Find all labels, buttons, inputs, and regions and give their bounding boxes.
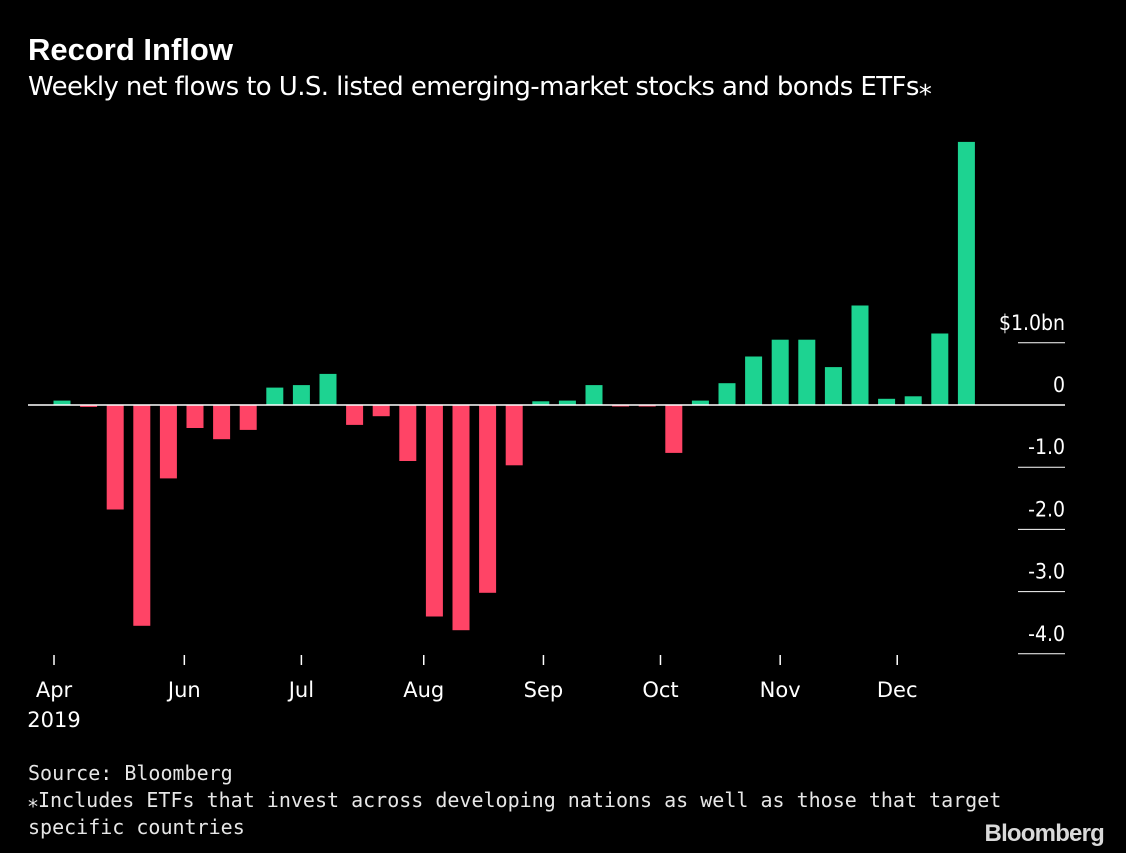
bar-0 [53, 400, 71, 405]
bar-15 [452, 405, 470, 631]
x-tick-label-3: Aug [403, 678, 444, 702]
x-tick-label-5: Oct [642, 678, 678, 702]
x-tick-sublabel-0: 2019 [27, 708, 80, 732]
footnote-line-2: specific countries [28, 815, 245, 839]
bar-20 [585, 385, 603, 405]
bar-32 [904, 396, 922, 405]
chart-footer: Source: Bloomberg ⁎Includes ETFs that in… [28, 760, 1001, 841]
bar-27 [771, 339, 789, 405]
bar-13 [399, 405, 417, 461]
bar-19 [558, 400, 576, 405]
bar-5 [186, 405, 204, 428]
bar-30 [851, 305, 869, 405]
bloomberg-logo: Bloomberg [984, 820, 1105, 847]
bar-4 [159, 405, 177, 479]
bar-2 [106, 405, 124, 510]
bar-3 [133, 405, 151, 626]
bar-29 [824, 367, 842, 405]
chart-title: Record Inflow [28, 32, 233, 67]
bar-31 [878, 398, 896, 405]
bar-12 [372, 405, 390, 417]
bar-34 [957, 141, 975, 405]
bar-25 [718, 383, 736, 405]
bar-6 [213, 405, 231, 440]
x-tick-label-4: Sep [524, 678, 564, 702]
bar-24 [691, 400, 709, 405]
bar-23 [665, 405, 683, 453]
x-tick-label-6: Nov [760, 678, 801, 702]
bar-28 [798, 339, 816, 405]
bar-9 [292, 385, 310, 405]
chart-subtitle: Weekly net flows to U.S. listed emerging… [28, 72, 932, 102]
y-tick-label-3: -2.0 [1028, 497, 1065, 521]
bar-7 [239, 405, 257, 430]
bar-11 [346, 405, 364, 425]
y-tick-label-2: -1.0 [1028, 435, 1065, 459]
footnote-line-1: ⁎Includes ETFs that invest across develo… [28, 788, 1002, 812]
bar-1 [80, 405, 98, 407]
bar-18 [532, 401, 550, 405]
y-tick-label-0: $1.0bn [999, 311, 1065, 335]
x-tick-label-1: Jun [166, 678, 201, 702]
source-note: Source: Bloomberg [28, 761, 233, 785]
y-tick-label-1: 0 [1053, 373, 1065, 397]
bar-16 [479, 405, 497, 593]
x-tick-label-0: Apr [36, 678, 73, 702]
x-tick-label-2: Jul [287, 678, 314, 702]
bar-10 [319, 373, 337, 405]
y-tick-label-4: -3.0 [1028, 560, 1065, 584]
x-tick-label-7: Dec [877, 678, 918, 702]
bar-14 [425, 405, 443, 617]
y-tick-label-5: -4.0 [1028, 622, 1065, 646]
bar-26 [745, 356, 763, 405]
bar-8 [266, 387, 284, 405]
bar-17 [505, 405, 523, 466]
bar-33 [931, 333, 949, 405]
